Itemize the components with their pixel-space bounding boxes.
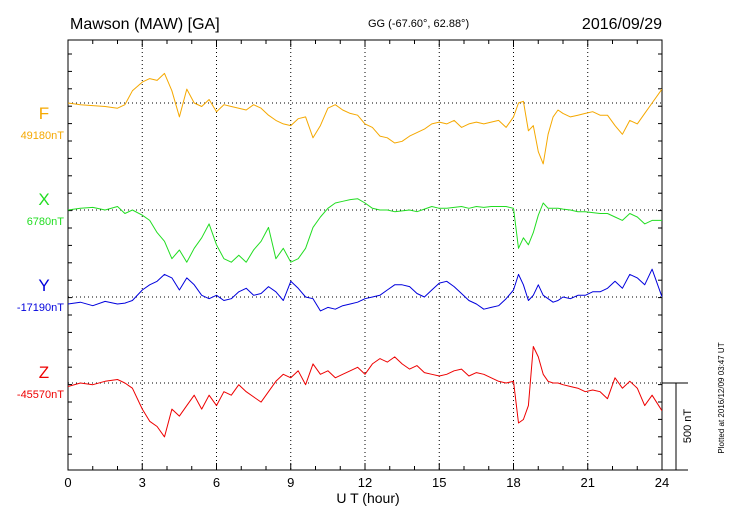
- station-title: Mawson (MAW) [GA]: [70, 16, 220, 33]
- x-tick-label: 18: [506, 475, 520, 490]
- x-tick-label: 6: [213, 475, 220, 490]
- series-layer: [68, 72, 662, 438]
- channel-label-F: F: [39, 104, 49, 123]
- channel-label-Y: Y: [38, 276, 49, 295]
- coordinates-label: GG (-67.60°, 62.88°): [368, 18, 469, 30]
- x-axis-ticks: 0 3 6 9 12 15 18 21 24: [64, 40, 669, 490]
- x-tick-label: 12: [358, 475, 372, 490]
- channel-label-Z: Z: [39, 363, 49, 382]
- x-tick-label: 21: [581, 475, 595, 490]
- baseline-value-F: 49180nT: [21, 130, 65, 142]
- x-tick-label: 24: [655, 475, 669, 490]
- baseline-value-X: 6780nT: [27, 216, 65, 228]
- series-line-Z: [68, 346, 662, 438]
- x-tick-label: 15: [432, 475, 446, 490]
- scale-bar: 500 nT: [662, 382, 694, 471]
- channel-labels: F 49180nT X 6780nT Y -17190nT Z -45570nT: [17, 104, 64, 401]
- series-line-F: [68, 72, 662, 165]
- x-tick-label: 3: [139, 475, 146, 490]
- y-axis-ticks: [68, 53, 662, 455]
- scale-bar-label: 500 nT: [682, 409, 694, 444]
- plotted-at-note: Plotted at 2016/12/09 03:47 UT: [717, 342, 726, 453]
- baseline-value-Z: -45570nT: [17, 389, 64, 401]
- baseline-value-Y: -17190nT: [17, 302, 64, 314]
- series-line-Y: [68, 268, 662, 312]
- channel-label-X: X: [38, 190, 49, 209]
- x-tick-label: 0: [64, 475, 71, 490]
- date-label: 2016/09/29: [582, 16, 662, 33]
- series-line-X: [68, 198, 662, 263]
- grid-lines: [68, 40, 662, 470]
- x-axis-label: U T (hour): [336, 490, 399, 506]
- x-tick-label: 9: [287, 475, 294, 490]
